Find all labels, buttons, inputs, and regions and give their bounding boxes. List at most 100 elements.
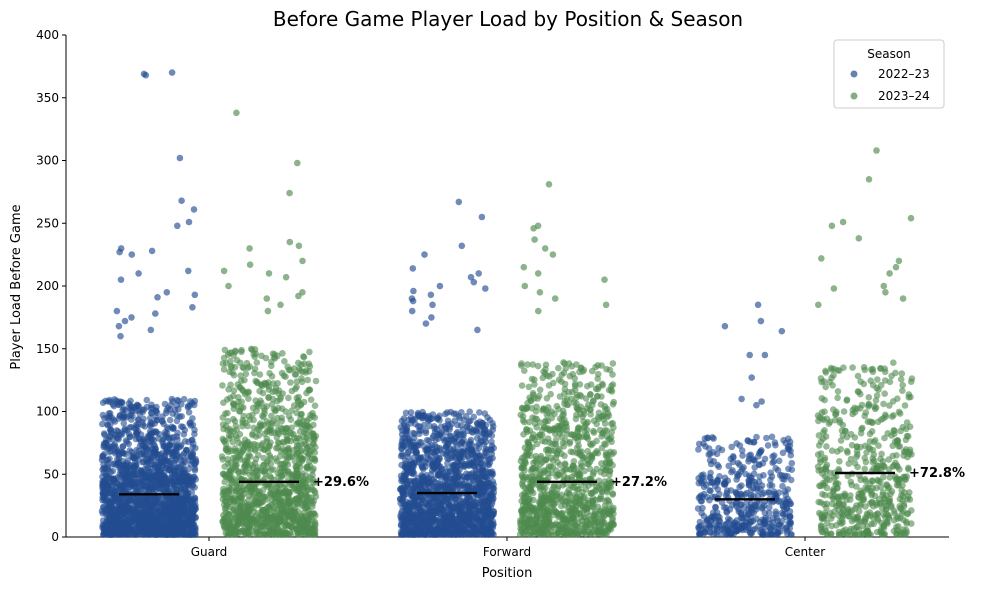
data-point [190,440,197,447]
data-point [423,447,430,454]
data-point [306,415,313,422]
data-point [481,441,488,448]
outlier-point [122,318,129,325]
data-point [245,395,252,402]
outlier-point [746,352,753,359]
data-point [155,473,162,480]
data-point [722,481,729,488]
data-point [226,350,233,357]
data-point [780,450,787,457]
data-point [122,529,129,536]
outlier-point [152,310,159,317]
outlier-point [148,327,155,334]
data-point [281,439,288,446]
data-point [275,429,282,436]
data-point [171,520,178,527]
data-point [147,469,154,476]
data-point [426,479,433,486]
data-point [235,381,242,388]
data-point [144,397,151,404]
data-point [293,499,300,506]
outlier-point [116,323,123,330]
data-point [308,396,315,403]
y-tick-label: 200 [36,279,59,293]
data-point [166,507,173,514]
data-point [724,487,731,494]
outlier-point [722,323,729,330]
data-point [230,393,237,400]
data-point [286,490,293,497]
data-point [753,506,760,513]
data-point [784,496,791,503]
data-point [399,418,406,425]
data-point [270,466,277,473]
data-point [135,525,142,532]
data-point [730,454,737,461]
data-point [702,443,709,450]
data-point [219,382,226,389]
data-point [412,448,419,455]
data-point [274,380,281,387]
data-point [242,440,249,447]
data-point [186,494,193,501]
data-point [237,360,244,367]
data-point [237,502,244,509]
data-point [420,466,427,473]
outlier-point [135,270,142,277]
outlier-point [437,283,444,290]
data-point [714,526,721,533]
data-point [303,449,310,456]
data-point [124,439,131,446]
outlier-point [191,206,198,213]
data-point [471,452,478,459]
data-point [445,484,452,491]
data-point [788,452,795,459]
data-point [304,377,311,384]
data-point [301,354,308,361]
data-point [306,349,313,356]
data-point [178,485,185,492]
data-point [406,478,413,485]
data-point [115,531,122,538]
data-point [149,420,156,427]
data-point [150,526,157,533]
data-point [462,483,469,490]
data-point [286,367,293,374]
data-point [156,486,163,493]
data-point [490,445,497,452]
data-point [264,523,271,530]
data-point [104,465,111,472]
data-point [125,498,132,505]
y-tick-label: 50 [44,467,59,481]
data-point [471,498,478,505]
data-point [738,510,745,517]
data-point [416,456,423,463]
data-point [117,496,124,503]
data-point [698,522,705,529]
data-point [158,511,165,518]
data-point [158,459,165,466]
data-point [133,429,140,436]
data-point [162,401,169,408]
data-point [187,419,194,426]
data-point [260,507,267,514]
y-tick-label: 150 [36,342,59,356]
data-point [701,491,708,498]
data-point [410,463,417,470]
data-point [256,432,263,439]
data-point [714,477,721,484]
data-point [454,422,461,429]
data-point [112,450,119,457]
data-point [269,373,276,380]
data-point [170,453,177,460]
data-point [175,479,182,486]
data-point [269,401,276,408]
data-point [313,378,320,385]
data-point [181,396,188,403]
data-point [104,457,111,464]
data-point [738,520,745,527]
data-point [138,513,145,520]
data-point [120,483,127,490]
outlier-point [192,292,199,299]
